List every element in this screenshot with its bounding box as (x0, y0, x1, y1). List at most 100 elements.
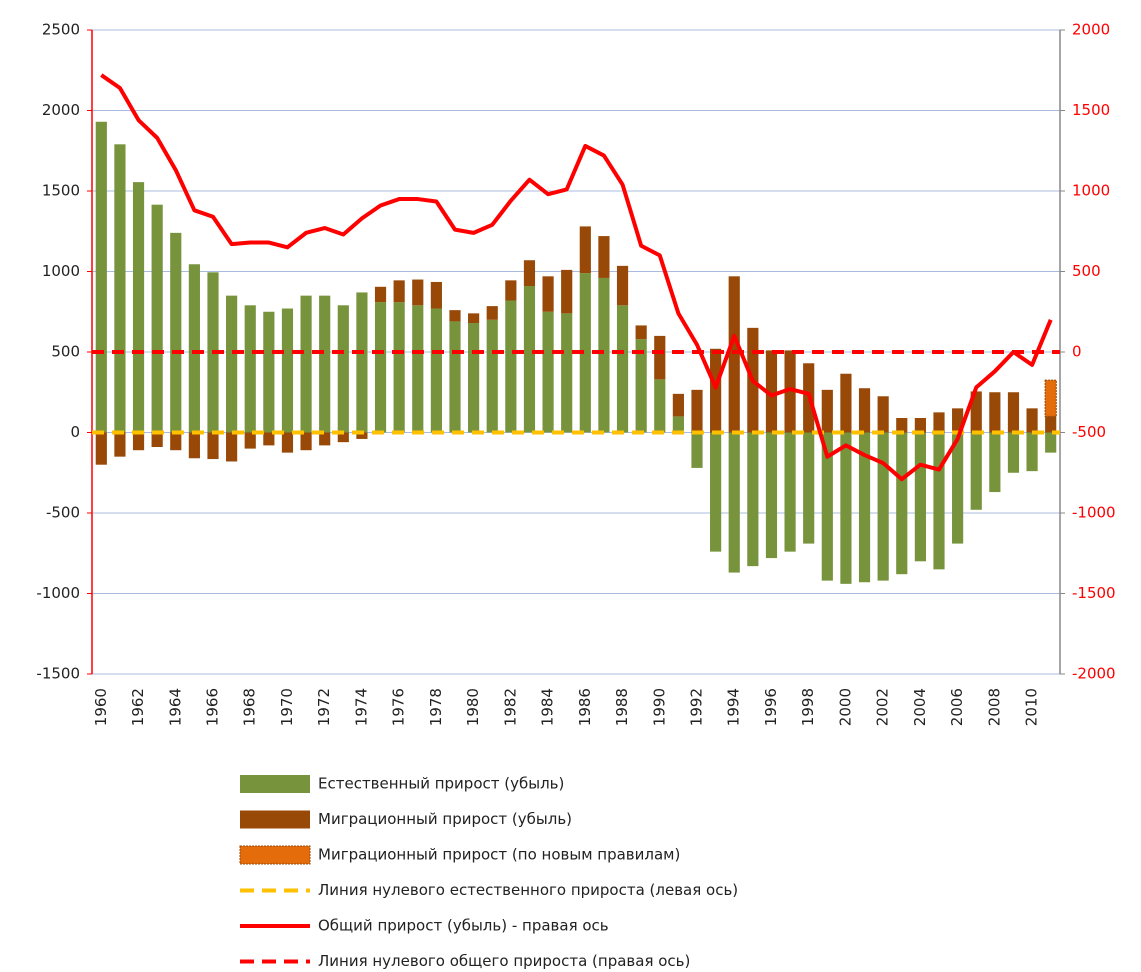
bar (784, 432, 796, 552)
bar (877, 396, 889, 433)
y-tick-label: -1000 (36, 584, 80, 602)
bar (747, 432, 759, 567)
bar (226, 432, 238, 462)
bar (914, 418, 926, 433)
bar (114, 432, 126, 457)
bar (821, 432, 833, 581)
bar (300, 295, 312, 433)
bar (858, 388, 871, 433)
x-tick-label: 1976 (390, 688, 408, 726)
bar (1045, 432, 1057, 453)
y-tick-label: 500 (51, 343, 80, 361)
bar (486, 306, 498, 320)
bar (970, 432, 982, 510)
bar (1007, 432, 1020, 473)
bar (784, 350, 796, 433)
bar (244, 432, 256, 449)
bar (263, 432, 275, 446)
bar (561, 313, 573, 433)
bar (691, 432, 703, 468)
x-tick-label: 1982 (501, 688, 519, 726)
bar (486, 319, 498, 433)
bar (244, 305, 256, 433)
legend-key (239, 845, 311, 865)
bar (561, 269, 573, 314)
bar (989, 432, 1001, 493)
bar (263, 311, 275, 433)
x-tick-label: 1966 (204, 688, 222, 726)
y2-tick-label: 2000 (1072, 21, 1110, 39)
legend-label: Общий прирост (убыль) - правая ось (318, 917, 609, 935)
y2-tick-label: -1000 (1072, 504, 1116, 522)
bar (151, 204, 163, 433)
bar (616, 265, 629, 306)
bar (95, 432, 107, 465)
bar (691, 389, 703, 433)
x-tick-label: 1964 (166, 688, 184, 726)
bar (523, 260, 536, 286)
bar (765, 350, 778, 433)
bar (430, 281, 442, 309)
y2-tick-label: -2000 (1072, 665, 1116, 683)
x-tick-label: 1968 (241, 688, 259, 726)
bar (412, 279, 424, 306)
y2-tick-label: 1500 (1072, 101, 1110, 119)
x-tick-label: 1994 (725, 688, 743, 726)
bar (672, 416, 684, 433)
x-tick-label: 2010 (1023, 688, 1041, 726)
bar (896, 418, 908, 433)
x-tick-label: 1970 (278, 688, 296, 726)
legend-label: Линия нулевого естественного прироста (л… (318, 881, 738, 899)
x-tick-label: 1990 (650, 688, 668, 726)
x-tick-label: 1998 (799, 688, 817, 726)
bar (858, 432, 871, 583)
bar (654, 379, 666, 433)
bar (877, 432, 889, 581)
bar (579, 273, 591, 433)
x-tick-label: 1992 (688, 688, 706, 726)
x-tick-label: 2008 (985, 688, 1003, 726)
bar (337, 432, 349, 443)
bar (505, 280, 517, 301)
x-tick-label: 2006 (948, 688, 966, 726)
bar (188, 432, 200, 459)
x-tick-label: 1962 (129, 688, 147, 726)
bar (635, 325, 647, 340)
bar (989, 392, 1001, 433)
y2-tick-label: 500 (1072, 262, 1101, 280)
bar (132, 432, 145, 451)
bar (803, 432, 815, 544)
bar (616, 305, 629, 433)
legend-label: Линия нулевого общего прироста (правая о… (318, 952, 690, 970)
bar (914, 432, 926, 562)
bar (114, 144, 126, 433)
bar (393, 302, 405, 433)
y-tick-label: -500 (46, 504, 80, 522)
bar (1045, 416, 1057, 433)
bar (542, 311, 554, 433)
bar (1026, 408, 1038, 433)
bar (468, 313, 480, 324)
x-tick-label: 1996 (762, 688, 780, 726)
x-tick-label: 2000 (836, 688, 854, 726)
bar (319, 295, 331, 433)
y-tick-label: 2500 (42, 21, 80, 39)
bar (821, 389, 833, 433)
bar (151, 432, 163, 447)
x-tick-label: 1960 (92, 688, 110, 726)
bar (598, 236, 610, 278)
bar (952, 432, 964, 544)
bar (281, 432, 294, 453)
legend-label: Миграционный прирост (убыль) (318, 810, 572, 828)
total-line (100, 73, 1053, 482)
bar (728, 432, 740, 573)
bar (281, 308, 294, 433)
y2-tick-label: -500 (1072, 423, 1106, 441)
bar (170, 432, 182, 451)
bar (449, 310, 461, 322)
bar (970, 391, 982, 433)
bar (654, 335, 666, 380)
y-tick-label: -1500 (36, 665, 80, 683)
x-tick-label: 1980 (464, 688, 482, 726)
bar (840, 432, 852, 584)
